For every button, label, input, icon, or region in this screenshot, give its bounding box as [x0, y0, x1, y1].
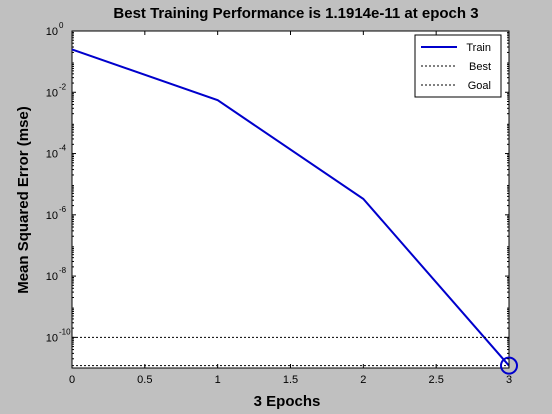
y-tick-label: 10	[46, 210, 58, 222]
y-tick-exponent: -8	[59, 266, 67, 275]
chart-title: Best Training Performance is 1.1914e-11 …	[113, 5, 478, 22]
x-tick-label: 2.5	[429, 374, 444, 386]
legend-label-train: Train	[466, 42, 491, 54]
y-tick-exponent: -10	[59, 327, 71, 336]
series-train-line	[71, 48, 510, 367]
y-tick-exponent: -6	[59, 205, 67, 214]
legend-label-goal: Goal	[468, 80, 491, 92]
x-tick-label: 3	[506, 374, 512, 386]
x-axis-label: 3 Epochs	[254, 393, 321, 410]
y-tick-label: 10	[46, 149, 58, 161]
x-tick-label: 0.5	[137, 374, 152, 386]
y-tick-label: 10	[46, 271, 58, 283]
y-axis-label: Mean Squared Error (mse)	[15, 106, 32, 294]
best-point-marker	[500, 356, 518, 375]
x-tick-label: 1	[215, 374, 221, 386]
x-tick-label: 0	[69, 374, 75, 386]
y-tick-exponent: -4	[59, 144, 67, 153]
legend-label-best: Best	[469, 61, 491, 73]
y-tick-label: 10	[46, 87, 58, 99]
x-tick-label: 2	[360, 374, 366, 386]
legend: Train Best Goal	[414, 34, 502, 98]
x-ticks: 0 0.5 1 1.5 2 2.5 3	[69, 31, 512, 386]
y-tick-label: 10	[46, 26, 58, 38]
y-tick-label: 10	[46, 332, 58, 344]
x-tick-label: 1.5	[283, 374, 298, 386]
y-tick-exponent: 0	[59, 21, 64, 30]
y-tick-exponent: -2	[59, 82, 67, 91]
